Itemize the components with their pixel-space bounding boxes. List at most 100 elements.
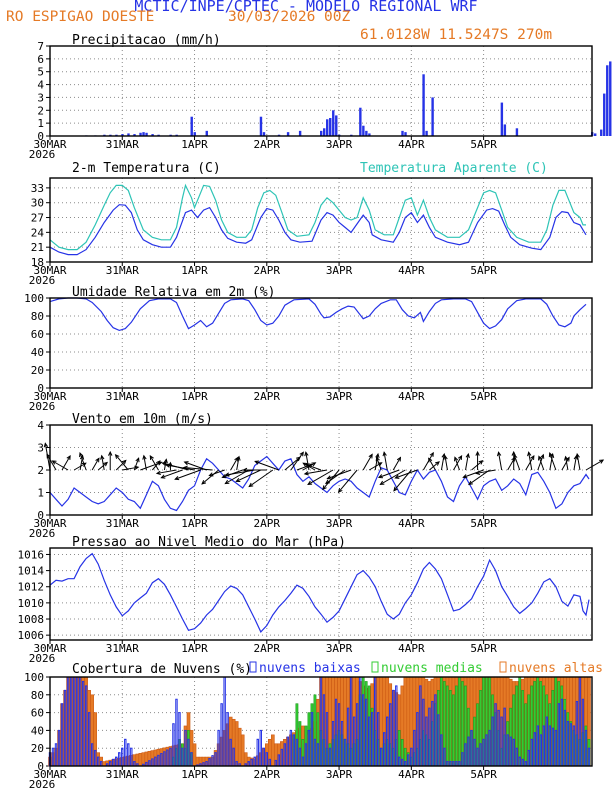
wind-arrow [565,456,569,471]
wind-arrow-head [201,480,207,485]
x-day-label: 3APR [326,768,353,781]
x-year-label: 2026 [29,148,56,161]
wind-arrow-head [575,452,580,459]
wind-arrow [468,469,490,485]
wind-arrow [248,469,274,487]
x-day-label: 1APR [181,138,208,151]
precip-bar [425,130,428,136]
precip-bar [127,133,130,136]
cloud-bar-medium [521,690,525,767]
pressure-title: Pressao ao Nivel Medio do Mar (hPa) [72,535,346,550]
station-coordinates: 61.0128W 11.5247S 270m [360,27,553,43]
wind-arrow-head [224,472,230,477]
precip-bar [326,119,329,136]
precip-bar [298,130,302,136]
pressure-panel: 1006 1008 1010 1012 1014 1016 30MAR 31MAR 1APR 2A… [18,547,593,665]
precip-bar [603,93,606,136]
precip-bar [142,132,145,136]
wind-arrow-head [468,480,474,486]
wind-arrow-head [160,474,166,479]
wind-arrow [161,469,183,479]
wind-arrow-head [248,482,254,488]
precip-bar [329,118,332,136]
y-tick-label: 3 [37,91,44,104]
wind-arrow-head [224,479,230,485]
x-day-label: 30MAR [33,517,66,530]
wind-arrow-head [142,454,147,460]
x-day-label: 3APR [326,642,353,655]
wind-arrow [149,455,159,471]
wind-frame [49,424,593,516]
humidity-frame [49,297,593,389]
cloud-bar-high [271,734,275,767]
cloud-bar-high [240,734,245,767]
wind-arrow [175,469,201,480]
precip-bar [362,125,365,136]
wind-arrow [440,453,445,471]
wind-arrow-head [475,470,481,476]
wind-arrow-head [375,456,380,462]
y-tick-label: 80 [31,310,44,323]
x-day-label: 31MAR [106,138,139,151]
wind-arrow [392,457,401,471]
wind-arrow [465,453,469,471]
y-tick-label: 100 [24,292,44,305]
wind-arrow-head [599,459,605,464]
precip-bar [606,65,609,136]
x-day-label: 5APR [470,768,497,781]
wind-arrow [236,456,240,471]
x-day-label: 31MAR [106,642,139,655]
precip-bar [259,116,263,136]
wind-arrow-head [530,454,535,460]
wind-line-vento [49,455,590,512]
clouds-title: Cobertura de Nuvens (%) [72,662,252,677]
x-day-label: 3APR [326,264,353,277]
y-tick-label: 0 [37,382,44,395]
y-tick-label: 100 [24,671,44,684]
wind-arrow [305,463,322,471]
wind-arrow-head [540,453,545,459]
wind-arrow-head [103,461,109,467]
wind-arrow [307,469,334,485]
wind-arrow [513,454,521,471]
wind-arrow-head [368,453,373,459]
wind-arrow-head [108,450,113,456]
precip-frame [49,45,593,137]
x-day-label: 2APR [254,138,281,151]
wind-arrow [463,469,484,478]
wind-arrow-head [443,454,448,460]
temperature-line-temperatura [49,204,587,256]
y-tick-label: 0 [37,130,44,143]
wind-arrow [254,460,280,471]
wind-arrow [209,469,225,477]
wind-arrow-head [51,460,57,465]
wind-arrow-head [337,488,343,493]
wind-arrow-head [527,451,532,457]
wind-arrow-head [311,462,317,467]
wind-arrow [290,452,304,471]
x-day-label: 4APR [398,768,425,781]
precip-bar [365,130,368,136]
wind-arrow-head [465,452,470,459]
wind-arrow [576,453,581,471]
wind-arrow-head [453,456,459,462]
x-day-label: 5APR [470,264,497,277]
y-tick-label: 1014 [18,565,45,578]
precip-bar [139,132,142,136]
wind-arrow-head [396,456,402,462]
wind-arrow [376,457,382,471]
wind-arrow-head [95,457,100,463]
y-tick-label: 5 [37,66,44,79]
wind-arrow-head [161,461,167,467]
precip-bar [323,128,326,136]
wind-arrow-head [322,485,327,491]
wind-arrow [284,456,301,471]
x-day-label: 4APR [398,642,425,655]
precip-bar [335,115,338,136]
precip-bar [609,61,612,136]
x-day-label: 4APR [398,264,425,277]
wind-arrow-head [163,458,168,464]
pressure-line-pressao [49,552,590,633]
wind-arrow [133,457,140,471]
clouds-frame [49,676,593,767]
